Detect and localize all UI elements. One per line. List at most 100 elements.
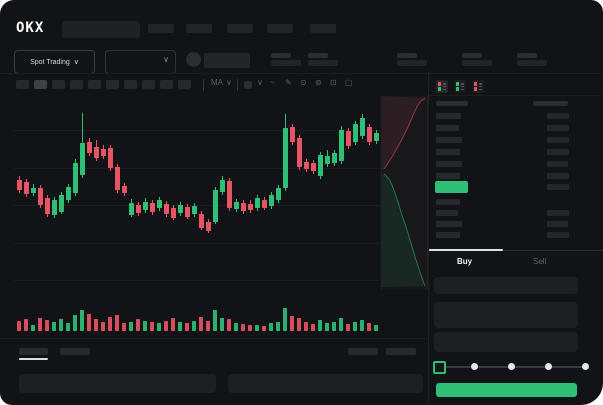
candle-body — [220, 180, 225, 192]
bottom-action-placeholder[interactable] — [348, 348, 378, 355]
bottom-tab[interactable] — [19, 348, 48, 355]
candle-body — [73, 163, 78, 193]
settings-icon[interactable]: ⊚ — [315, 78, 322, 87]
timeframe-button[interactable] — [142, 80, 155, 89]
volume-bar — [234, 323, 238, 331]
book-combined-icon[interactable] — [436, 80, 448, 93]
slider-stop[interactable] — [471, 363, 478, 370]
indicator-ma-button[interactable]: MA — [211, 78, 223, 87]
timeframe-button[interactable] — [88, 80, 101, 89]
volume-bar — [339, 318, 343, 331]
tab-sell[interactable]: Sell — [533, 257, 547, 266]
bottom-panel[interactable] — [228, 374, 423, 393]
timeframe-button[interactable] — [178, 80, 191, 89]
ask-row-price[interactable] — [436, 137, 462, 143]
volume-bar — [171, 318, 175, 331]
bottom-panel[interactable] — [19, 374, 216, 393]
book-asks-icon[interactable] — [472, 80, 484, 93]
camera-icon[interactable]: ⊙ — [300, 78, 307, 87]
slider-stop[interactable] — [545, 363, 552, 370]
draw-pencil-icon[interactable]: ✎ — [285, 78, 292, 87]
nav-item[interactable] — [267, 24, 293, 33]
stat-value-placeholder — [397, 60, 427, 66]
order-input-field[interactable] — [434, 277, 578, 294]
volume-bar — [192, 321, 196, 331]
last-price-amount — [547, 184, 569, 190]
volume-bar — [297, 318, 301, 331]
pair-name-placeholder — [204, 53, 250, 68]
volume-bar — [31, 325, 35, 331]
ask-row-price[interactable] — [436, 149, 460, 155]
candle-body — [339, 130, 344, 161]
chevron-down-icon[interactable]: ∨ — [257, 78, 263, 87]
bid-row-price[interactable] — [436, 221, 462, 227]
candle-body — [136, 205, 141, 213]
candle-body — [241, 203, 246, 211]
stat-label-placeholder — [517, 53, 537, 58]
buy-submit-button[interactable] — [436, 383, 577, 397]
candle-body — [178, 205, 183, 213]
bottom-action-placeholder[interactable] — [386, 348, 416, 355]
last-price-badge[interactable] — [435, 181, 468, 193]
chevron-down-icon[interactable]: ∨ — [226, 78, 232, 87]
candle-body — [150, 203, 155, 212]
candle-body — [290, 127, 295, 142]
tab-buy[interactable]: Buy — [457, 257, 473, 266]
bid-row-amount — [547, 210, 569, 216]
candle-body — [129, 203, 134, 215]
wave-line-icon[interactable]: ~ — [270, 78, 275, 87]
bottom-tab[interactable] — [60, 348, 90, 355]
active-tab-underline — [19, 358, 48, 360]
timeframe-button[interactable] — [106, 80, 119, 89]
candle-body — [101, 149, 106, 156]
volume-bar — [73, 315, 77, 331]
ask-row-price[interactable] — [436, 113, 461, 119]
chart-gridline — [14, 168, 380, 169]
timeframe-button[interactable] — [16, 80, 29, 89]
market-type-dropdown[interactable]: Spot Trading ∨ — [14, 50, 95, 74]
snapshot-frame-icon[interactable]: ⊡ — [330, 78, 337, 87]
slider-handle[interactable] — [433, 361, 446, 374]
slider-stop[interactable] — [508, 363, 515, 370]
candle-body — [353, 124, 358, 142]
bid-row-price[interactable] — [436, 232, 460, 238]
ask-row-price[interactable] — [436, 161, 462, 167]
nav-item[interactable] — [186, 24, 212, 33]
candle-body — [374, 133, 379, 141]
ask-row-price[interactable] — [436, 173, 460, 179]
candle-body — [360, 118, 365, 136]
bid-row-price[interactable] — [436, 199, 460, 205]
volume-bar — [136, 319, 140, 331]
book-bids-icon[interactable] — [454, 80, 466, 93]
ask-row-amount — [547, 149, 569, 155]
candle-body — [38, 188, 43, 205]
order-input-field[interactable] — [434, 302, 578, 328]
overlay-tool-button[interactable] — [244, 81, 252, 89]
timeframe-button[interactable] — [52, 80, 65, 89]
fullscreen-icon[interactable]: ▢ — [345, 78, 353, 87]
nav-item[interactable] — [148, 24, 174, 33]
volume-bar — [269, 323, 273, 331]
chart-gridline — [14, 130, 380, 131]
ask-row-price[interactable] — [436, 125, 459, 131]
timeframe-button[interactable] — [160, 80, 173, 89]
volume-bar — [178, 322, 182, 331]
search-input[interactable] — [62, 21, 140, 38]
bid-row-price[interactable] — [436, 210, 458, 216]
pair-selector-dropdown[interactable]: ∨ — [105, 50, 176, 74]
candle-body — [311, 163, 316, 171]
timeframe-button[interactable] — [124, 80, 137, 89]
ask-row-amount — [547, 161, 568, 167]
coin-icon — [186, 52, 201, 67]
order-input-field[interactable] — [434, 332, 578, 352]
nav-item[interactable] — [310, 24, 336, 33]
depth-chart[interactable] — [381, 96, 428, 290]
chevron-down-icon: ∨ — [73, 59, 79, 66]
nav-item[interactable] — [227, 24, 253, 33]
stat-value-placeholder — [517, 60, 547, 66]
timeframe-button[interactable] — [70, 80, 83, 89]
timeframe-button[interactable] — [34, 80, 47, 89]
slider-stop[interactable] — [582, 363, 589, 370]
candle-body — [31, 188, 36, 193]
stat-value-placeholder — [308, 60, 338, 66]
